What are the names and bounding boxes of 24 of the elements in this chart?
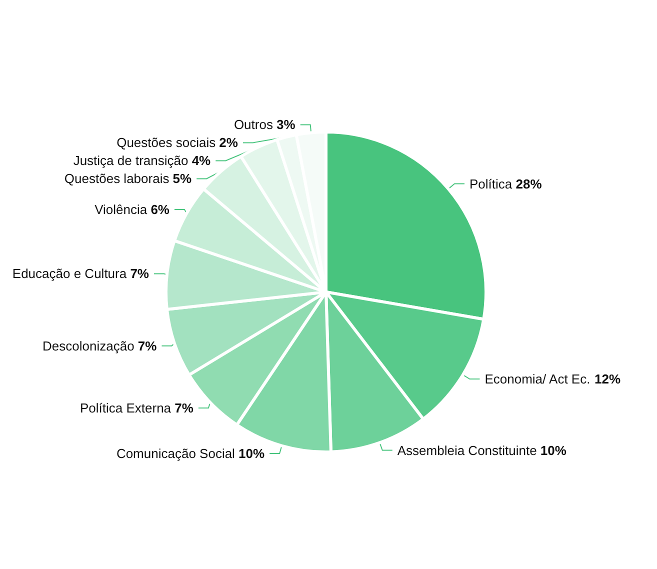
slice-label: Política Externa bbox=[80, 400, 172, 416]
slice-label: Economia/ Act Ec. bbox=[484, 372, 590, 386]
slice-label: Outros bbox=[234, 117, 274, 132]
data-label: 5% bbox=[172, 171, 192, 186]
data-label: 7% bbox=[174, 400, 194, 416]
slice-label: Assembleia Constituinte bbox=[397, 442, 537, 458]
data-label: 3% bbox=[276, 117, 296, 132]
slice-label: Política bbox=[470, 176, 513, 192]
data-label: 2% bbox=[219, 135, 238, 150]
data-label: 4% bbox=[192, 153, 212, 168]
data-label: 10% bbox=[540, 442, 567, 458]
data-label: 10% bbox=[238, 446, 266, 461]
slice-label: Justiça de transição bbox=[73, 153, 188, 168]
data-label: 6% bbox=[150, 202, 170, 218]
slice-label: Questões sociais bbox=[116, 135, 216, 150]
slice-label: Violência bbox=[94, 202, 148, 218]
slice-label: Questões laborais bbox=[64, 171, 170, 186]
data-label: 28% bbox=[516, 176, 542, 192]
slice-label: Educação e Cultura bbox=[12, 266, 128, 282]
slice-label: Comunicação Social bbox=[116, 446, 236, 461]
data-label: 12% bbox=[594, 372, 621, 386]
data-label: 7% bbox=[138, 338, 158, 354]
data-label: 7% bbox=[130, 266, 150, 282]
slice-label: Descolonização bbox=[42, 338, 134, 354]
